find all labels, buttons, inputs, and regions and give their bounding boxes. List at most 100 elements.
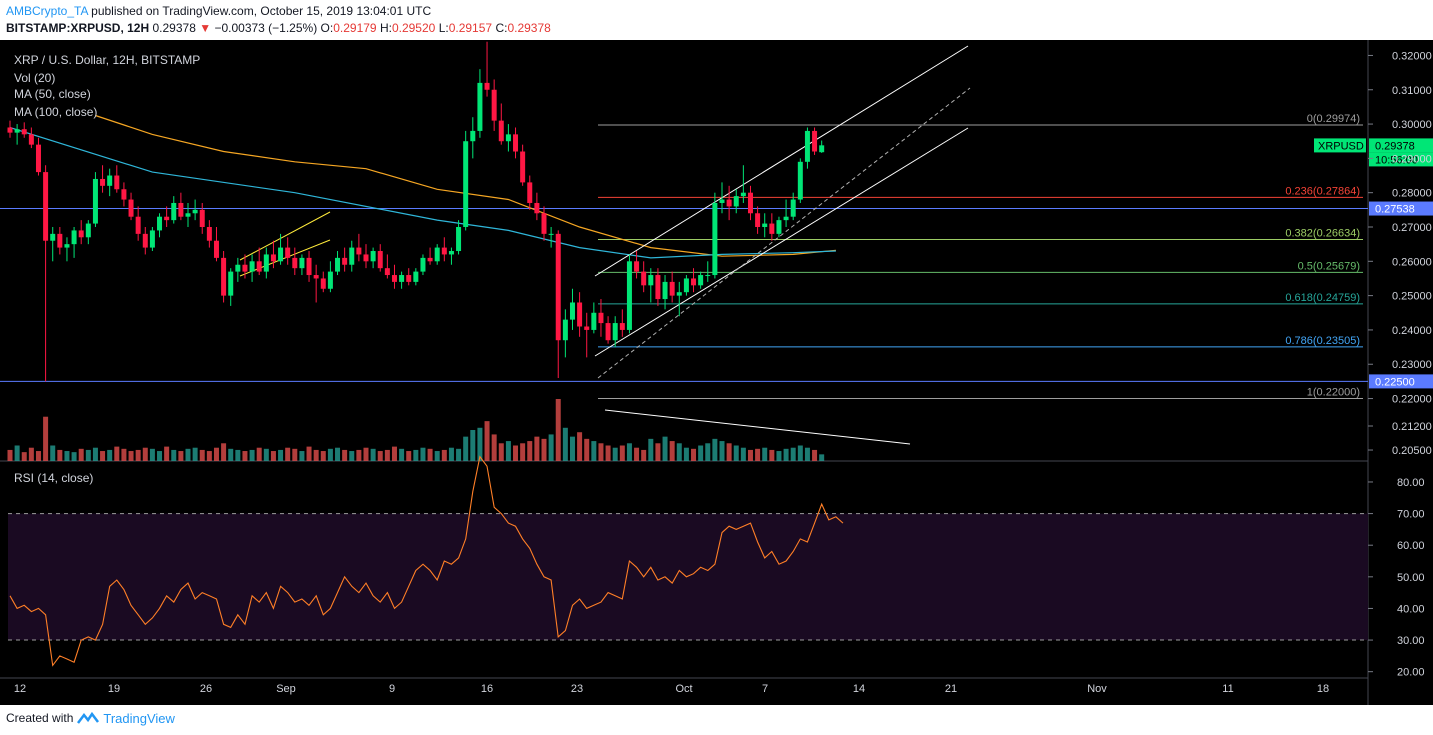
fib-level-label: 1(0.22000)	[1307, 387, 1360, 399]
legend-ma50: MA (50, close)	[14, 87, 91, 101]
volume-bar	[804, 447, 810, 461]
footer: Created with TradingView	[6, 708, 175, 728]
volume-bar	[221, 443, 227, 461]
rsi-tick-label: 80.00	[1397, 477, 1425, 489]
volume-bar	[21, 452, 27, 461]
volume-bar	[705, 443, 711, 461]
volume-bar	[612, 447, 618, 461]
rsi-tick-label: 60.00	[1397, 540, 1425, 552]
fib-level-label: 0.382(0.26634)	[1285, 228, 1360, 240]
tradingview-brand-link[interactable]: TradingView	[103, 710, 175, 726]
moving-averages	[9, 114, 836, 259]
candle-body	[648, 275, 654, 286]
volume-bar	[135, 449, 141, 461]
candle-body	[577, 302, 583, 327]
candle-body	[157, 216, 163, 231]
candle-body	[605, 323, 611, 341]
price-tick-label: 0.29000	[1392, 153, 1432, 165]
time-tick-label: 12	[14, 683, 26, 695]
time-tick-label: 19	[108, 683, 120, 695]
chart-svg[interactable]: 0.27538 0.22500 0(0.29974) 0.236(0.27864) 0.…	[0, 40, 1433, 705]
candle-body	[456, 226, 462, 252]
candle-body	[726, 199, 732, 207]
candle-body	[391, 275, 397, 282]
fib-level-label: 0.5(0.25679)	[1298, 260, 1360, 272]
candle-body	[413, 271, 419, 282]
candle-body	[619, 323, 625, 330]
volume-bar	[747, 449, 753, 461]
volume-bar	[164, 446, 170, 461]
volume-bar	[7, 449, 13, 461]
countdown-label: 10:56:00	[1375, 154, 1418, 166]
candle-body	[427, 257, 433, 262]
volume-bar	[178, 451, 184, 461]
volume-bar	[342, 449, 348, 461]
volume-bar	[733, 445, 739, 461]
candle-body	[691, 278, 697, 286]
symbol-label: BITSTAMP:XRPUSD, 12H	[6, 21, 150, 35]
candle-body	[520, 151, 526, 183]
volume-bar	[356, 449, 362, 461]
legend: XRP / U.S. Dollar, 12H, BITSTAMP Vol (20…	[14, 53, 200, 485]
fib-level-label: 0.618(0.24759)	[1285, 292, 1360, 304]
candle-body	[285, 247, 291, 258]
volume-bar	[335, 447, 341, 461]
candle-body	[790, 199, 796, 217]
volume-bar	[192, 447, 198, 461]
volume-bar	[477, 427, 483, 461]
time-tick-label: Sep	[276, 683, 296, 695]
level-tag-label: 0.27538	[1375, 204, 1415, 216]
volume-bar	[206, 451, 212, 461]
chart-title: XRP / U.S. Dollar, 12H, BITSTAMP	[14, 53, 200, 67]
candle-body	[783, 216, 789, 221]
ma100-line	[95, 114, 836, 257]
time-axis: 12 19 26 Sep 9 16 23 Oct 7 14 21 Nov 11 18	[14, 683, 1329, 695]
candle-body	[363, 254, 369, 262]
price-tick-label: 0.20500	[1392, 445, 1432, 457]
time-tick-label: 11	[1222, 683, 1233, 695]
candle-body	[399, 275, 405, 282]
volume-bar	[57, 449, 63, 461]
volume-bar	[641, 449, 647, 461]
candle-body	[548, 233, 554, 235]
candle-body	[470, 130, 476, 142]
candle-body	[228, 271, 234, 296]
candle-body	[278, 247, 284, 262]
volume-bar	[142, 447, 148, 461]
time-tick-label: 9	[389, 683, 395, 695]
level-tag-label: 0.22500	[1375, 376, 1415, 388]
price-tick-label: 0.32000	[1392, 50, 1432, 62]
volume-bar	[121, 448, 127, 461]
candle-body	[100, 178, 106, 186]
time-tick-label: Oct	[675, 683, 692, 695]
candle-body	[406, 275, 412, 282]
candle-body	[819, 145, 825, 153]
volume-bar	[619, 445, 625, 461]
volume-bar	[78, 448, 84, 461]
candle-body	[569, 302, 575, 320]
volume-bar	[470, 430, 476, 461]
price-levels: 0.27538 0.22500 0(0.29974) 0.236(0.27864) 0.…	[0, 113, 1433, 400]
chart-area[interactable]: 0.27538 0.22500 0(0.29974) 0.236(0.27864) 0.…	[0, 40, 1433, 705]
candle-body	[527, 182, 533, 203]
candle-body	[292, 257, 298, 269]
candle-body	[28, 134, 34, 145]
volume-bar	[349, 451, 355, 461]
volume-bar	[605, 445, 611, 461]
volume-bar	[313, 449, 319, 461]
candle-body	[634, 261, 640, 272]
candle-body	[213, 240, 219, 258]
fib-level-label: 0(0.29974)	[1307, 113, 1360, 125]
volume-bar	[683, 447, 689, 461]
publisher-link[interactable]: AMBCrypto_TA	[6, 4, 88, 18]
volume-bar	[527, 441, 533, 461]
candle-body	[641, 271, 647, 286]
price-tick-label: 0.22000	[1392, 394, 1432, 406]
candle-body	[541, 213, 547, 234]
price-axis: 0.32000 0.31000 0.30000 0.29000 0.28000 0.270…	[1368, 50, 1432, 457]
volume-bar	[448, 447, 454, 461]
volume-bar	[420, 447, 426, 461]
candle-body	[149, 230, 155, 248]
candle-body	[178, 202, 184, 217]
volume-bar	[292, 448, 298, 461]
